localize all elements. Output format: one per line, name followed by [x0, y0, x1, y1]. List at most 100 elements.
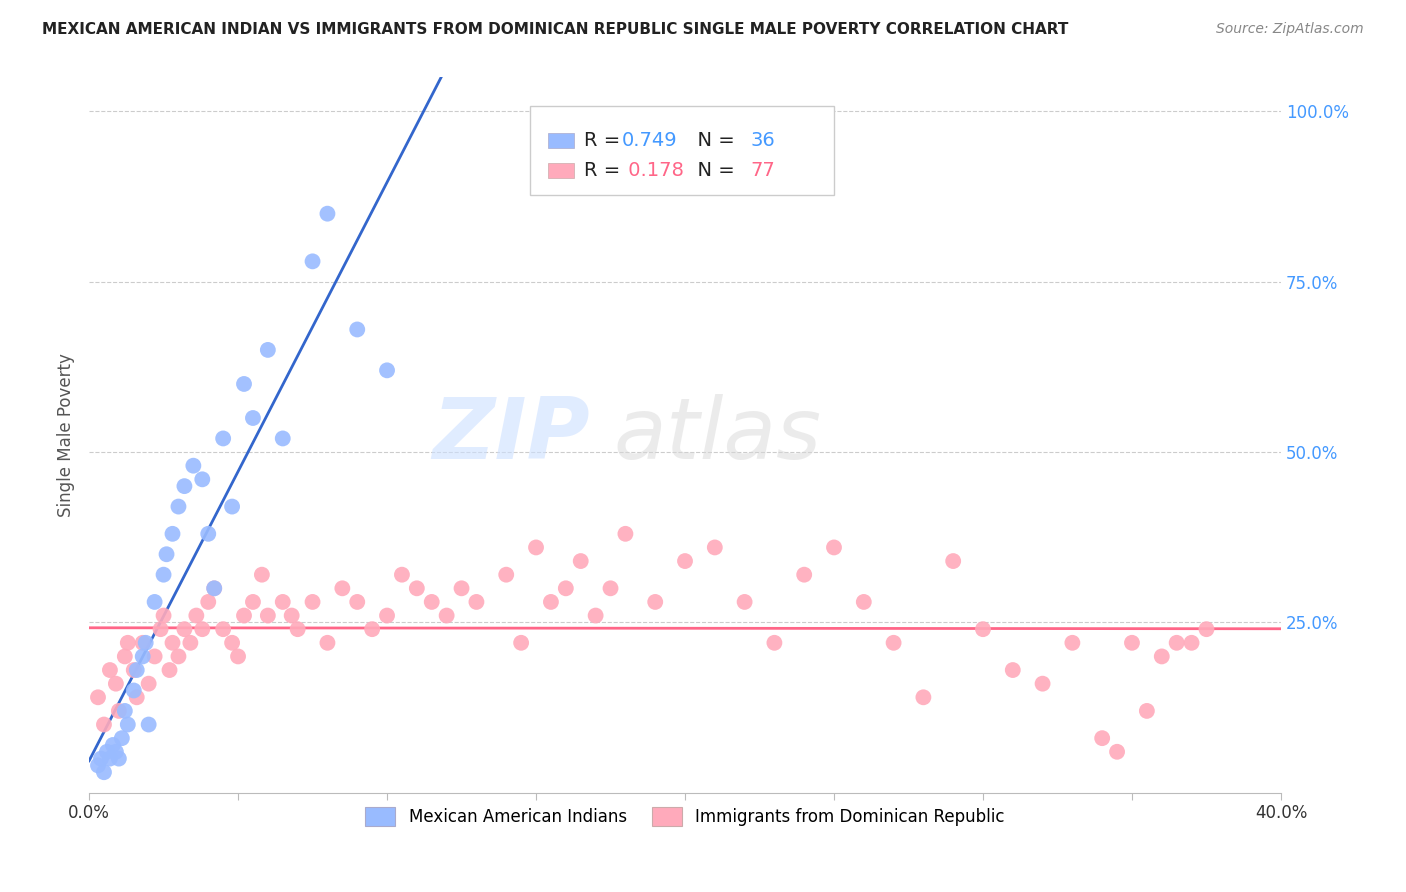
Point — [125, 663, 148, 677]
Point — [108, 751, 131, 765]
Point — [734, 595, 756, 609]
FancyBboxPatch shape — [548, 162, 574, 178]
Point — [101, 738, 124, 752]
Text: MEXICAN AMERICAN INDIAN VS IMMIGRANTS FROM DOMINICAN REPUBLIC SINGLE MALE POVERT: MEXICAN AMERICAN INDIAN VS IMMIGRANTS FR… — [42, 22, 1069, 37]
Text: Source: ZipAtlas.com: Source: ZipAtlas.com — [1216, 22, 1364, 37]
Point — [125, 690, 148, 705]
Text: 36: 36 — [751, 131, 775, 150]
Point — [212, 432, 235, 446]
Point — [763, 636, 786, 650]
Point — [912, 690, 935, 705]
Point — [257, 343, 280, 357]
Point — [495, 567, 517, 582]
Point — [191, 472, 214, 486]
Point — [316, 207, 339, 221]
Point — [391, 567, 413, 582]
Point — [703, 541, 725, 555]
Point — [257, 608, 280, 623]
Point — [173, 622, 195, 636]
Point — [242, 411, 264, 425]
Point — [1062, 636, 1084, 650]
Point — [183, 458, 205, 473]
Point — [361, 622, 384, 636]
Point — [1107, 745, 1129, 759]
Point — [93, 765, 115, 780]
Point — [155, 547, 177, 561]
Point — [108, 704, 131, 718]
Point — [1136, 704, 1159, 718]
FancyBboxPatch shape — [548, 133, 574, 148]
Point — [143, 649, 166, 664]
Point — [673, 554, 696, 568]
Point — [242, 595, 264, 609]
Point — [280, 608, 302, 623]
Point — [114, 704, 136, 718]
Point — [420, 595, 443, 609]
Point — [972, 622, 994, 636]
Text: 0.749: 0.749 — [621, 131, 678, 150]
Text: N =: N = — [685, 161, 741, 180]
Point — [301, 254, 323, 268]
Point — [159, 663, 181, 677]
Point — [271, 432, 294, 446]
Point — [87, 758, 110, 772]
Point — [138, 676, 160, 690]
Point — [316, 636, 339, 650]
Point — [1166, 636, 1188, 650]
Point — [179, 636, 201, 650]
Point — [823, 541, 845, 555]
Point — [212, 622, 235, 636]
Point — [173, 479, 195, 493]
Point — [221, 636, 243, 650]
Point — [852, 595, 875, 609]
Point — [104, 745, 127, 759]
Point — [942, 554, 965, 568]
Point — [301, 595, 323, 609]
Y-axis label: Single Male Poverty: Single Male Poverty — [58, 353, 75, 517]
Point — [111, 731, 134, 746]
Point — [1091, 731, 1114, 746]
Text: R =: R = — [583, 131, 626, 150]
Point — [167, 649, 190, 664]
Point — [202, 582, 225, 596]
Point — [1150, 649, 1173, 664]
Point — [221, 500, 243, 514]
Point — [1180, 636, 1202, 650]
Point — [226, 649, 249, 664]
Point — [375, 608, 398, 623]
Point — [405, 582, 427, 596]
Point — [1121, 636, 1143, 650]
Point — [450, 582, 472, 596]
Point — [599, 582, 621, 596]
Point — [465, 595, 488, 609]
Point — [510, 636, 533, 650]
Point — [271, 595, 294, 609]
Text: N =: N = — [685, 131, 741, 150]
Point — [330, 582, 353, 596]
Point — [883, 636, 905, 650]
Point — [131, 649, 153, 664]
Point — [346, 322, 368, 336]
Point — [162, 636, 184, 650]
Point — [233, 608, 256, 623]
Point — [202, 582, 225, 596]
Text: 77: 77 — [751, 161, 775, 180]
Point — [143, 595, 166, 609]
Point — [233, 376, 256, 391]
Point — [585, 608, 607, 623]
Legend: Mexican American Indians, Immigrants from Dominican Republic: Mexican American Indians, Immigrants fro… — [357, 798, 1012, 834]
Point — [197, 595, 219, 609]
Point — [90, 751, 112, 765]
Point — [135, 636, 157, 650]
Point — [162, 526, 184, 541]
Point — [93, 717, 115, 731]
FancyBboxPatch shape — [530, 106, 834, 195]
Point — [197, 526, 219, 541]
Point — [436, 608, 458, 623]
Point — [117, 636, 139, 650]
Point — [191, 622, 214, 636]
Point — [287, 622, 309, 636]
Point — [1001, 663, 1024, 677]
Point — [152, 608, 174, 623]
Point — [167, 500, 190, 514]
